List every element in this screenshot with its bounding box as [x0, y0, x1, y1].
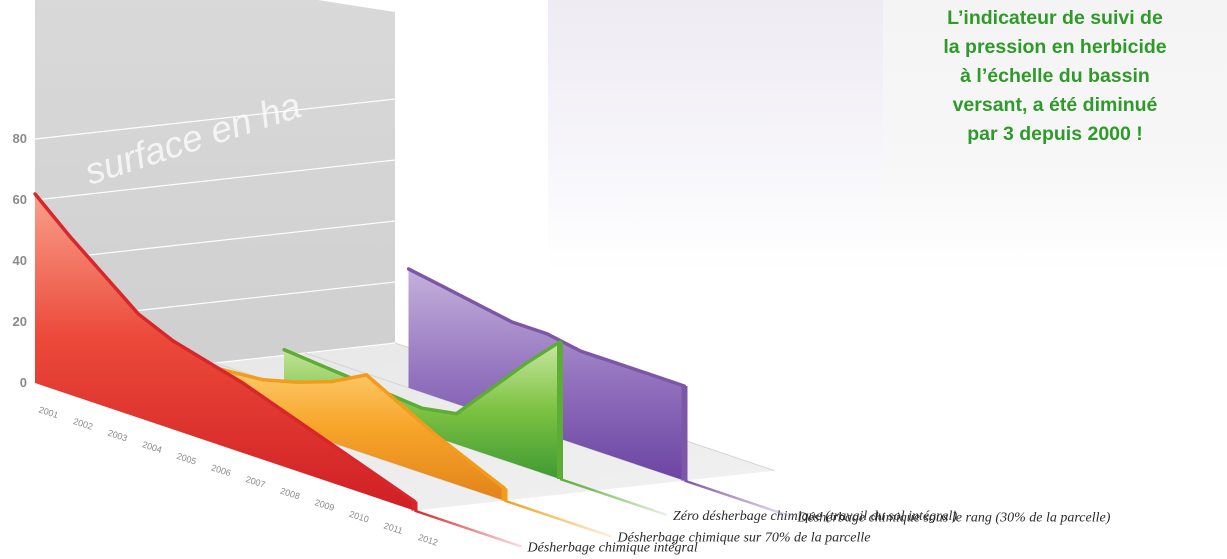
x-tick-label: 2008	[279, 486, 301, 502]
series-1-point	[309, 428, 313, 432]
series-2-point	[399, 403, 403, 407]
x-tick-label: 2009	[313, 497, 335, 513]
series-1-group	[33, 192, 418, 511]
series-1-point	[343, 452, 348, 456]
series-4-point	[510, 320, 514, 324]
series-2-point	[364, 373, 369, 377]
series-1-area	[35, 193, 415, 511]
x-tick-label: 2002	[72, 416, 94, 432]
wall-gridline	[34, 159, 396, 201]
series-1-point	[136, 312, 141, 316]
y-tick-label: 40	[13, 253, 27, 268]
series-1-top-edge	[33, 192, 416, 503]
series-3-point	[316, 362, 321, 366]
series-4-point	[648, 372, 652, 376]
series-1-point	[205, 360, 210, 364]
series-1-point	[240, 380, 244, 385]
series-2-point	[261, 378, 265, 382]
y-tick-label: 20	[13, 314, 27, 329]
series-3-point	[454, 412, 459, 416]
legend-label-2: Désherbage chimique sur 70% de la parcel…	[617, 531, 871, 546]
y-tick-label: 80	[13, 131, 27, 146]
wall-gridline	[34, 220, 396, 262]
note-panel	[883, 0, 1227, 272]
note-line-5: par 3 depuis 2000 !	[967, 123, 1143, 145]
series-3-point	[489, 387, 493, 391]
y-tick-label: 0	[20, 375, 27, 390]
legend-leader-2	[504, 499, 612, 538]
series-1-point	[171, 339, 175, 343]
series-1-point	[102, 273, 106, 277]
series-4-point	[406, 267, 411, 271]
series-2-point	[468, 460, 472, 464]
x-tick-label: 2007	[244, 474, 266, 490]
legend-label-1: Désherbage chimique intégral	[527, 541, 698, 556]
series-1-point	[33, 192, 37, 196]
series-3-point	[420, 406, 424, 410]
legend-leader-4	[684, 479, 792, 518]
series-1-point	[67, 234, 72, 238]
note-line-3: à l’échelle du bassin	[960, 65, 1150, 87]
x-tick-label: 2005	[175, 451, 197, 467]
series-2-point	[433, 433, 438, 437]
series-1-point	[274, 404, 279, 408]
legend-leader-3	[559, 477, 668, 517]
note-line-4: versant, a été diminué	[952, 94, 1158, 116]
series-1-point	[412, 499, 417, 504]
x-tick-label: 2010	[348, 509, 370, 525]
series-4-point	[475, 302, 480, 306]
x-tick-label: 2003	[106, 428, 128, 444]
legend-label-3: Zéro désherbage chimique (travail du sol…	[673, 509, 957, 524]
series-2-point	[330, 380, 334, 384]
series-3-area	[284, 341, 560, 479]
x-tick-label: 2012	[417, 532, 439, 548]
x-tick-label: 2006	[210, 462, 232, 478]
wall-gridline	[34, 98, 396, 140]
series-2-point	[502, 486, 507, 490]
highlight-note: L’indicateur de suivi de la pression en …	[888, 4, 1222, 149]
x-tick-label: 2011	[382, 520, 404, 535]
legend-label-4: Désherbage chimique sous le rang (30% de…	[797, 511, 1111, 526]
series-4-point	[544, 332, 549, 336]
note-line-1: L’indicateur de suivi de	[947, 7, 1163, 29]
series-3-point	[558, 340, 562, 344]
x-tick-label: 2001	[37, 404, 59, 420]
x-tick-label: 2004	[141, 439, 163, 455]
note-line-2: la pression en herbicide	[943, 36, 1167, 58]
series-2-point	[295, 380, 300, 384]
back-wall	[35, 0, 395, 383]
series-3-point	[282, 348, 286, 352]
background-panel	[548, 0, 883, 272]
series-1-point	[378, 476, 382, 480]
series-3-group	[282, 340, 563, 479]
legend-leader-1	[414, 509, 522, 548]
series-4-point	[613, 361, 618, 365]
series-4-point	[682, 384, 687, 388]
series-4-point	[441, 284, 445, 289]
y-tick-label: 60	[13, 192, 27, 207]
series-4-point	[579, 349, 583, 353]
series-3-point	[523, 362, 528, 366]
